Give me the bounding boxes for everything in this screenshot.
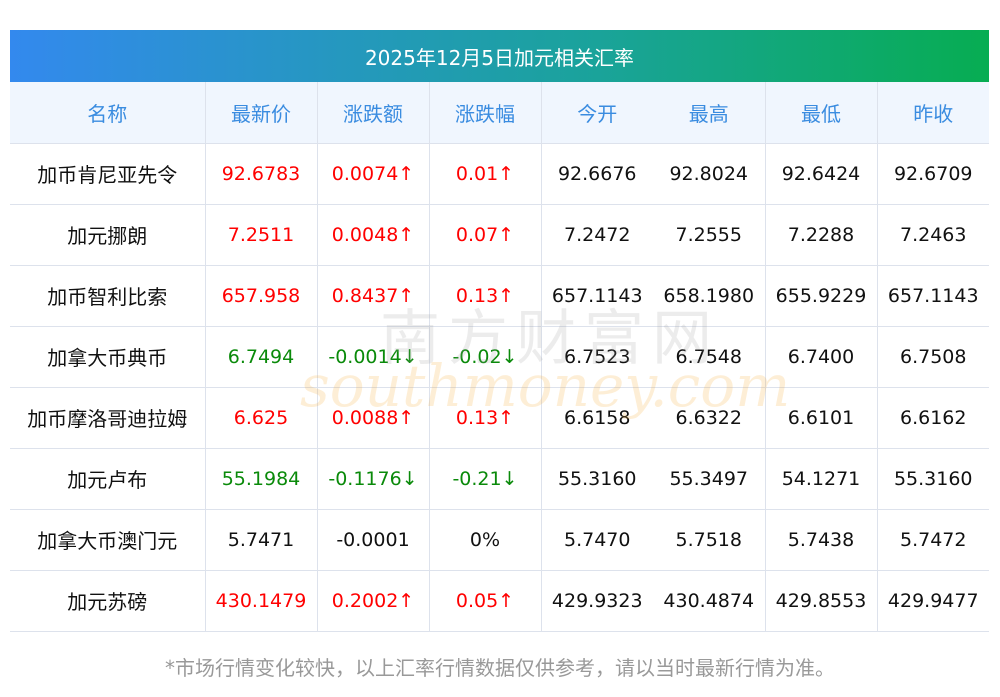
open-cell: 429.9323: [541, 570, 653, 632]
col-change-pct: 涨跌幅: [429, 82, 542, 144]
low-cell: 6.7400: [765, 326, 878, 388]
high-cell: 55.3497: [653, 448, 766, 510]
last-price-cell: 6.625: [205, 387, 318, 449]
open-cell: 55.3160: [541, 448, 653, 510]
col-name: 名称: [10, 82, 206, 144]
low-cell: 655.9229: [765, 265, 878, 327]
high-cell: 5.7518: [653, 509, 766, 571]
table-row: 加拿大币澳门元 5.7471 -0.0001 0% 5.7470 5.7518 5.7438…: [10, 509, 989, 571]
last-price-cell: 657.958: [205, 265, 318, 327]
last-price-cell: 7.2511: [205, 204, 318, 266]
table-row: 加拿大币典币 6.7494 -0.0014↓ -0.02↓ 6.7523 6.7548 6.…: [10, 326, 989, 388]
change-cell: 0.0074↑: [317, 143, 430, 205]
high-cell: 658.1980: [653, 265, 766, 327]
prev-close-cell: 6.6162: [877, 387, 989, 449]
name-cell: 加拿大币典币: [10, 326, 206, 388]
table-row: 加元苏磅 430.1479 0.2002↑ 0.05↑ 429.9323 430.4874…: [10, 570, 989, 632]
col-change: 涨跌额: [317, 82, 430, 144]
open-cell: 5.7470: [541, 509, 653, 571]
col-high: 最高: [653, 82, 766, 144]
change-pct-cell: 0.01↑: [429, 143, 542, 205]
prev-close-cell: 92.6709: [877, 143, 989, 205]
last-price-cell: 55.1984: [205, 448, 318, 510]
col-prev-close: 昨收: [877, 82, 989, 144]
table-row: 加币智利比索 657.958 0.8437↑ 0.13↑ 657.1143 658.198…: [10, 265, 989, 327]
name-cell: 加币摩洛哥迪拉姆: [10, 387, 206, 449]
table-row: 加元挪朗 7.2511 0.0048↑ 0.07↑ 7.2472 7.2555 7.2288…: [10, 204, 989, 266]
open-cell: 92.6676: [541, 143, 653, 205]
high-cell: 7.2555: [653, 204, 766, 266]
last-price-cell: 430.1479: [205, 570, 318, 632]
disclaimer: *市场行情变化较快，以上汇率行情数据仅供参考，请以当时最新行情为准。: [165, 656, 835, 680]
low-cell: 92.6424: [765, 143, 878, 205]
open-cell: 657.1143: [541, 265, 653, 327]
high-cell: 92.8024: [653, 143, 766, 205]
table-header-row: 名称 最新价 涨跌额 涨跌幅 今开 最高 最低 昨收: [10, 82, 989, 144]
change-cell: 0.2002↑: [317, 570, 430, 632]
low-cell: 54.1271: [765, 448, 878, 510]
change-cell: -0.0001: [317, 509, 430, 571]
exchange-rate-table: 名称 最新价 涨跌额 涨跌幅 今开 最高 最低 昨收 加币肯尼亚先令 92.678…: [10, 82, 989, 632]
change-cell: -0.1176↓: [317, 448, 430, 510]
last-price-cell: 5.7471: [205, 509, 318, 571]
name-cell: 加元苏磅: [10, 570, 206, 632]
high-cell: 430.4874: [653, 570, 766, 632]
col-last: 最新价: [205, 82, 318, 144]
open-cell: 6.6158: [541, 387, 653, 449]
change-cell: 0.0048↑: [317, 204, 430, 266]
change-pct-cell: 0.13↑: [429, 265, 542, 327]
change-pct-cell: 0%: [429, 509, 542, 571]
low-cell: 6.6101: [765, 387, 878, 449]
change-cell: 0.8437↑: [317, 265, 430, 327]
page-title: 2025年12月5日加元相关汇率: [10, 30, 989, 82]
prev-close-cell: 5.7472: [877, 509, 989, 571]
open-cell: 7.2472: [541, 204, 653, 266]
table-row: 加币摩洛哥迪拉姆 6.625 0.0088↑ 0.13↑ 6.6158 6.6322 6.6…: [10, 387, 989, 449]
col-open: 今开: [541, 82, 653, 144]
name-cell: 加币肯尼亚先令: [10, 143, 206, 205]
low-cell: 7.2288: [765, 204, 878, 266]
low-cell: 429.8553: [765, 570, 878, 632]
last-price-cell: 6.7494: [205, 326, 318, 388]
change-pct-cell: -0.21↓: [429, 448, 542, 510]
name-cell: 加币智利比索: [10, 265, 206, 327]
high-cell: 6.6322: [653, 387, 766, 449]
name-cell: 加元卢布: [10, 448, 206, 510]
prev-close-cell: 657.1143: [877, 265, 989, 327]
prev-close-cell: 7.2463: [877, 204, 989, 266]
prev-close-cell: 6.7508: [877, 326, 989, 388]
change-pct-cell: 0.05↑: [429, 570, 542, 632]
col-low: 最低: [765, 82, 878, 144]
change-pct-cell: 0.13↑: [429, 387, 542, 449]
name-cell: 加元挪朗: [10, 204, 206, 266]
change-pct-cell: -0.02↓: [429, 326, 542, 388]
prev-close-cell: 429.9477: [877, 570, 989, 632]
table-row: 加币肯尼亚先令 92.6783 0.0074↑ 0.01↑ 92.6676 92.8024…: [10, 143, 989, 205]
table-row: 加元卢布 55.1984 -0.1176↓ -0.21↓ 55.3160 55.3497 5…: [10, 448, 989, 510]
low-cell: 5.7438: [765, 509, 878, 571]
name-cell: 加拿大币澳门元: [10, 509, 206, 571]
open-cell: 6.7523: [541, 326, 653, 388]
change-cell: -0.0014↓: [317, 326, 430, 388]
change-cell: 0.0088↑: [317, 387, 430, 449]
prev-close-cell: 55.3160: [877, 448, 989, 510]
change-pct-cell: 0.07↑: [429, 204, 542, 266]
high-cell: 6.7548: [653, 326, 766, 388]
last-price-cell: 92.6783: [205, 143, 318, 205]
